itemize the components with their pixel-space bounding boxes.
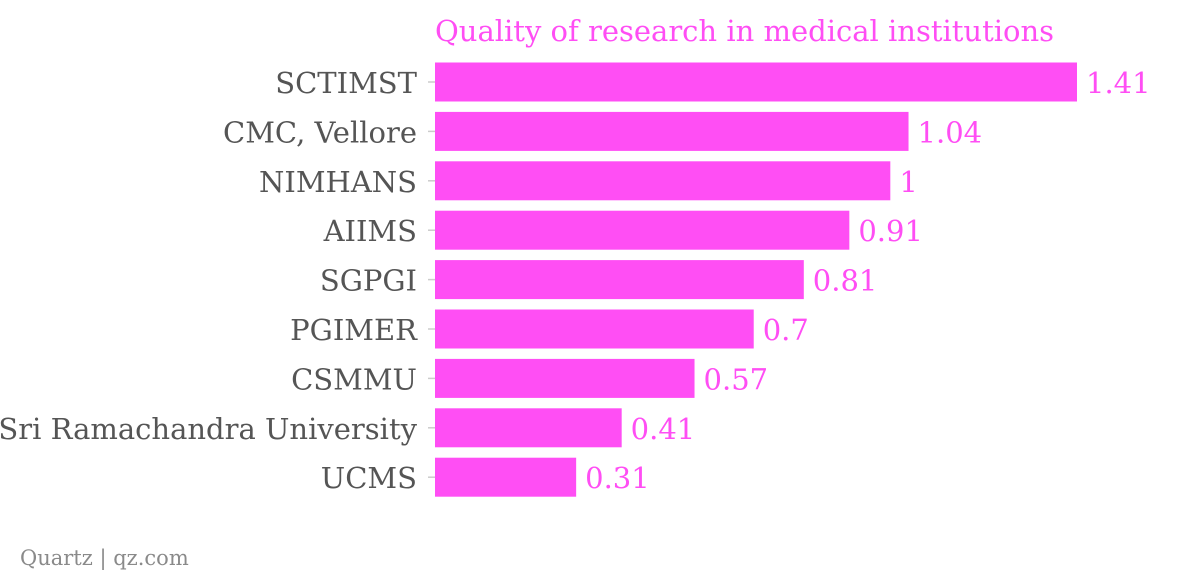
value-label: 0.91	[858, 214, 923, 248]
category-label: CSMMU	[291, 362, 417, 396]
bar	[435, 210, 850, 250]
value-label: 1.04	[918, 115, 983, 149]
value-label: 0.7	[763, 313, 809, 347]
bar	[435, 161, 891, 201]
value-label: 0.57	[704, 362, 769, 396]
value-label: 0.41	[631, 412, 696, 446]
value-label: 0.81	[813, 264, 878, 298]
bar	[435, 62, 1077, 102]
category-label: CMC, Vellore	[223, 115, 417, 149]
bar	[435, 457, 577, 497]
source-credit: Quartz | qz.com	[20, 546, 189, 570]
bar	[435, 111, 909, 151]
chart-title: Quality of research in medical instituti…	[435, 14, 1054, 48]
bar	[435, 408, 622, 448]
value-label: 0.31	[585, 461, 650, 495]
category-label: PGIMER	[290, 313, 418, 347]
value-label: 1.41	[1086, 66, 1151, 100]
category-label: Sri Ramachandra University	[0, 412, 418, 446]
category-label: AIIMS	[323, 214, 417, 248]
category-label: UCMS	[321, 461, 417, 495]
value-label: 1	[899, 165, 917, 199]
category-label: SGPGI	[320, 264, 417, 298]
bar	[435, 358, 695, 398]
bar	[435, 260, 804, 300]
bar	[435, 309, 754, 349]
bars-layer: SCTIMST 1.41 CMC, Vellore 1.04 NIMHANS 1 AIIMS…	[0, 62, 1151, 497]
category-label: SCTIMST	[275, 66, 417, 100]
category-label: NIMHANS	[259, 165, 417, 199]
